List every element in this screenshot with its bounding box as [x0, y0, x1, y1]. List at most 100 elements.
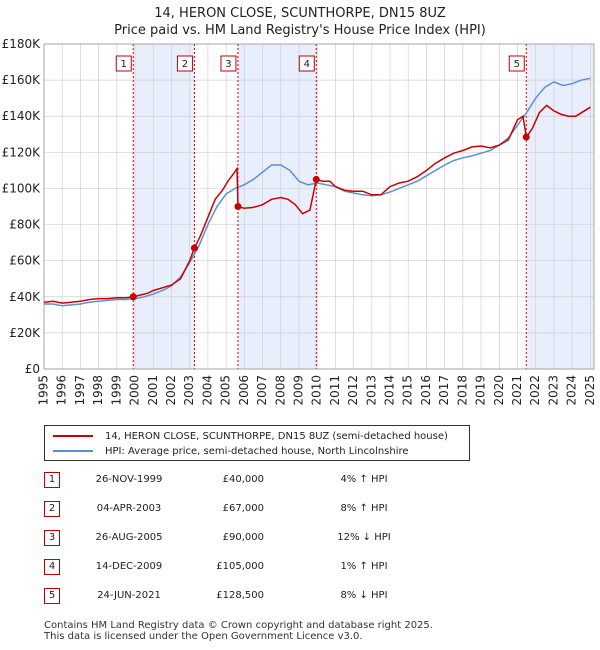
- x-tick-label: 2001: [146, 375, 160, 406]
- sale-number-badge: 5: [44, 588, 60, 604]
- sale-hpi-diff: 12% ↓ HPI: [337, 532, 391, 543]
- legend-swatch-property: [53, 435, 93, 437]
- sale-row: 3 26-AUG-2005 £90,000 12% ↓ HPI: [44, 530, 564, 559]
- plot-border: [43, 43, 595, 370]
- sale-label-box: [508, 55, 525, 72]
- sale-point: [312, 175, 320, 183]
- sale-date: 14-DEC-2009: [95, 561, 163, 572]
- sale-date: 26-AUG-2005: [95, 532, 163, 543]
- sale-price: £40,000: [222, 474, 264, 485]
- price-chart: 1 2 3 4 5 £0 £20K £40K £60K £80K £100K £120K £140K £1…: [2, 37, 597, 406]
- sale-point: [129, 293, 137, 301]
- sale-point: [190, 244, 198, 252]
- sale-label-text: 2: [182, 59, 188, 70]
- x-tick-label: 2007: [255, 375, 269, 406]
- x-tick-label: 2010: [310, 375, 324, 406]
- sale-price: £128,500: [216, 590, 264, 601]
- x-tick-label: 1997: [73, 375, 87, 406]
- x-tick-label: 2014: [383, 375, 397, 406]
- sale-label-text: 3: [225, 59, 231, 70]
- y-tick-label: £0: [25, 362, 40, 376]
- y-tick-label: £140K: [2, 109, 42, 123]
- x-tick-label: 2023: [546, 375, 560, 406]
- sale-label-text: 5: [514, 59, 520, 70]
- x-tick-label: 1999: [109, 375, 123, 406]
- sale-row: 2 04-APR-2003 £67,000 8% ↑ HPI: [44, 501, 564, 530]
- sale-number-badge: 1: [44, 472, 60, 488]
- x-tick-label: 2004: [200, 375, 214, 406]
- y-tick-label: £120K: [2, 145, 42, 159]
- x-tick-label: 1998: [91, 375, 105, 406]
- sale-point: [522, 133, 530, 141]
- sale-label-box: [298, 55, 315, 72]
- x-tick-label: 2011: [328, 375, 342, 406]
- x-tick-label: 1996: [55, 375, 69, 406]
- sale-hpi-diff: 8% ↑ HPI: [340, 503, 388, 514]
- x-tick-label: 2025: [583, 375, 597, 406]
- y-tick-label: £60K: [9, 254, 41, 268]
- sale-number-badge: 2: [44, 501, 60, 517]
- y-tick-label: £100K: [2, 181, 42, 195]
- sale-price: £67,000: [222, 503, 264, 514]
- sale-hpi-diff: 1% ↑ HPI: [340, 561, 388, 572]
- legend-item-hpi: HPI: Average price, semi-detached house,…: [53, 444, 409, 458]
- sales-table: 1 26-NOV-1999 £40,000 4% ↑ HPI 2 04-APR-…: [44, 472, 564, 617]
- chart-legend: 14, HERON CLOSE, SCUNTHORPE, DN15 8UZ (s…: [44, 425, 470, 461]
- sale-hpi-diff: 4% ↑ HPI: [340, 474, 388, 485]
- legend-item-property: 14, HERON CLOSE, SCUNTHORPE, DN15 8UZ (s…: [53, 429, 448, 443]
- x-tick-label: 2019: [474, 375, 488, 406]
- footer-copyright: Contains HM Land Registry data © Crown c…: [44, 620, 433, 631]
- y-tick-label: £20K: [9, 326, 41, 340]
- x-tick-label: 2006: [237, 375, 251, 406]
- sale-point: [234, 203, 242, 210]
- shaded-span: [237, 44, 317, 369]
- legend-label-hpi: HPI: Average price, semi-detached house,…: [105, 445, 409, 457]
- x-tick-label: 2021: [510, 375, 524, 406]
- y-tick-label: £40K: [9, 290, 41, 304]
- shaded-span: [133, 44, 195, 369]
- chart-title-address: 14, HERON CLOSE, SCUNTHORPE, DN15 8UZ: [154, 6, 446, 21]
- x-tick-label: 2003: [182, 375, 196, 406]
- sale-label-box: [115, 55, 132, 72]
- sale-number-badge: 4: [44, 559, 60, 575]
- sale-date: 04-APR-2003: [96, 503, 162, 514]
- legend-swatch-hpi: [53, 450, 93, 452]
- sale-label-text: 4: [304, 59, 310, 70]
- x-tick-label: 2016: [419, 375, 433, 406]
- footer-attribution: Contains HM Land Registry data © Crown c…: [44, 620, 433, 642]
- x-tick-label: 2024: [565, 375, 579, 406]
- x-tick-label: 2018: [455, 375, 469, 406]
- x-tick-label: 2005: [219, 375, 233, 406]
- plot-area: [44, 44, 594, 369]
- sale-date: 26-NOV-1999: [95, 474, 163, 485]
- sale-hpi-diff: 8% ↓ HPI: [340, 590, 388, 601]
- x-tick-label: 2013: [364, 375, 378, 406]
- sale-price: £105,000: [216, 561, 264, 572]
- property-series-line: [43, 104, 591, 304]
- y-tick-label: £160K: [2, 73, 42, 87]
- y-tick-label: £180K: [2, 37, 42, 51]
- sale-row: 4 14-DEC-2009 £105,000 1% ↑ HPI: [44, 559, 564, 588]
- sale-row: 1 26-NOV-1999 £40,000 4% ↑ HPI: [44, 472, 564, 501]
- footer-licence: This data is licensed under the Open Gov…: [44, 631, 363, 642]
- x-tick-label: 2009: [291, 375, 305, 406]
- sale-date: 24-JUN-2021: [97, 590, 161, 601]
- sale-label-box: [220, 55, 237, 72]
- x-tick-label: 1995: [37, 375, 51, 406]
- legend-label-property: 14, HERON CLOSE, SCUNTHORPE, DN15 8UZ (s…: [105, 430, 448, 442]
- x-tick-label: 2012: [346, 375, 360, 406]
- sale-label-box: [176, 55, 193, 72]
- chart-title-subtitle: Price paid vs. HM Land Registry's House …: [114, 23, 486, 38]
- y-tick-label: £80K: [9, 218, 41, 232]
- x-tick-label: 2015: [401, 375, 415, 406]
- sale-label-text: 1: [121, 59, 127, 70]
- x-tick-label: 2020: [492, 375, 506, 406]
- sale-number-badge: 3: [44, 530, 60, 546]
- sale-price: £90,000: [222, 532, 264, 543]
- x-tick-label: 2000: [128, 375, 142, 406]
- x-tick-label: 2008: [273, 375, 287, 406]
- x-tick-label: 2022: [528, 375, 542, 406]
- x-tick-label: 2017: [437, 375, 451, 406]
- x-tick-label: 2002: [164, 375, 178, 406]
- shaded-span: [526, 44, 594, 369]
